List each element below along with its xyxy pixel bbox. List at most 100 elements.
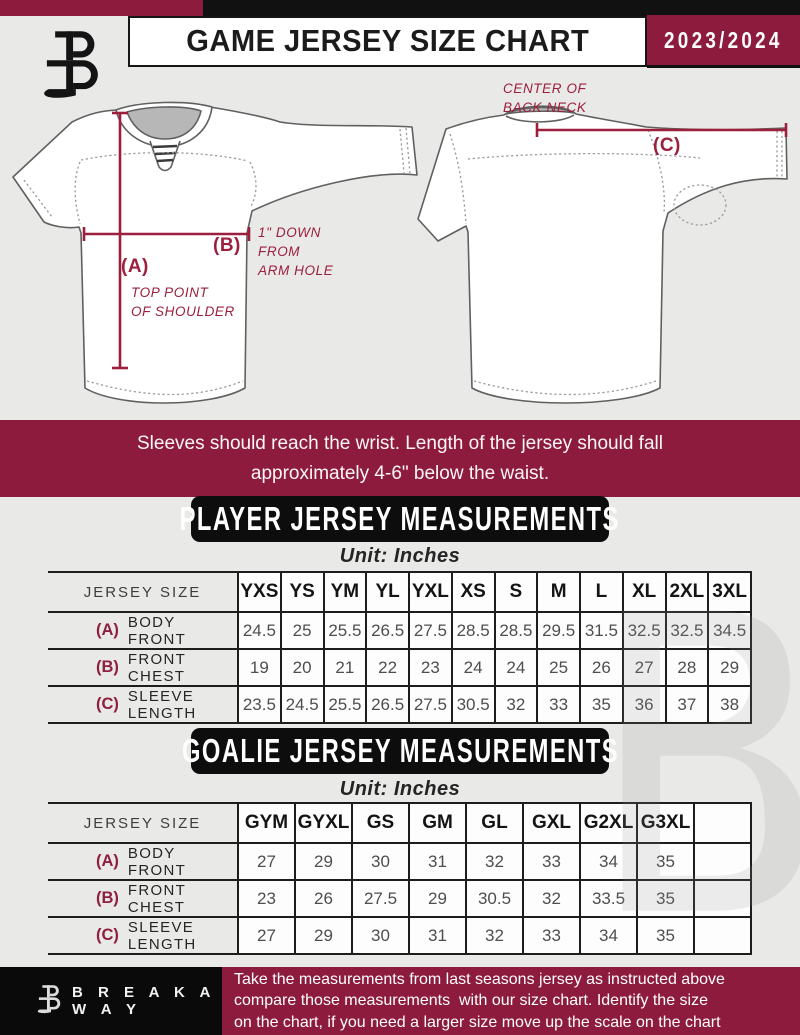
row-name: FRONT CHEST [127, 881, 186, 916]
goalie-size-header-cell: GS [351, 804, 408, 842]
player-body-front-row: (A) BODY FRONT 24.5 25 25.5 26.5 27.5 28.5 28.… [48, 613, 752, 650]
page-title: GAME JERSEY SIZE CHART [185, 24, 590, 58]
goalie-value-cell [693, 918, 752, 953]
goalie-value-cell: 31 [408, 844, 465, 879]
row-name: BODY FRONT [127, 613, 187, 648]
player-unit-label: Unit: Inches [339, 545, 461, 567]
row-key: (C) [96, 926, 119, 944]
page-title-box: GAME JERSEY SIZE CHART [128, 16, 647, 67]
goalie-size-header-cell: G3XL [636, 804, 693, 842]
brand-wordmark: B R E A K A W A Y [72, 984, 216, 1018]
goalie-value-cell: 30 [351, 844, 408, 879]
player-size-header-cell: YS [279, 573, 323, 611]
goalie-value-cell: 29 [294, 918, 351, 953]
player-value-cell: 29.5 [536, 613, 579, 648]
player-value-cell: 34.5 [707, 613, 752, 648]
season-badge: 2023/2024 [647, 15, 800, 68]
goalie-value-cell: 29 [408, 881, 465, 916]
top-strip-black [0, 0, 800, 16]
goalie-value-cell: 35 [636, 844, 693, 879]
goalie-value-cell: 27.5 [351, 881, 408, 916]
player-value-cell: 38 [707, 687, 752, 722]
goalie-value-cell: 30.5 [465, 881, 522, 916]
footer-line: compare those measurements with our size… [234, 992, 708, 1010]
goalie-value-cell: 33.5 [579, 881, 636, 916]
goalie-table-header-row: JERSEY SIZE GYM GYXL GS GM GL GXL G2XL G3XL [48, 804, 752, 844]
breakaway-logo-icon [40, 24, 102, 107]
season-label: 2023/2024 [664, 26, 783, 53]
goalie-value-cell: 33 [522, 844, 579, 879]
player-value-cell: 23 [408, 650, 451, 685]
player-value-cell: 36 [621, 687, 665, 722]
measure-a-note: TOP POINT OF SHOULDER [131, 285, 235, 319]
player-value-cell: 35 [579, 687, 622, 722]
player-value-cell: 28 [664, 650, 708, 685]
player-value-cell: 21 [322, 650, 366, 685]
goalie-size-header-cell: GM [408, 804, 465, 842]
player-size-header-cell: YXL [408, 573, 451, 611]
row-key: (B) [96, 889, 119, 907]
player-table-header-row: JERSEY SIZE YXS YS YM YL YXL XS S M L XL 2XL 3XL [48, 573, 752, 613]
goalie-body-front-row: (A) BODY FRONT 27 29 30 31 32 33 34 35 [48, 844, 752, 881]
player-value-cell: 25 [279, 613, 323, 648]
player-value-cell: 19 [237, 650, 280, 685]
player-size-header-cell: YL [365, 573, 408, 611]
goalie-size-table: JERSEY SIZE GYM GYXL GS GM GL GXL G2XL G3XL (A)… [48, 802, 752, 955]
player-value-cell: 37 [664, 687, 708, 722]
player-size-column-title: JERSEY SIZE [83, 583, 202, 601]
player-value-cell: 29 [707, 650, 752, 685]
player-value-cell: 24.5 [279, 687, 323, 722]
player-front-chest-row: (B) FRONT CHEST 19 20 21 22 23 24 24 25 26 27 28 29 [48, 650, 752, 687]
player-value-cell: 27.5 [408, 687, 451, 722]
player-size-header-cell: 2XL [664, 573, 708, 611]
top-strip-maroon [0, 0, 203, 16]
goalie-value-cell: 30 [351, 918, 408, 953]
goalie-value-cell: 31 [408, 918, 465, 953]
footer-brand-block: B R E A K A W A Y [0, 967, 222, 1035]
player-size-header-cell: XS [450, 573, 494, 611]
footer-line: on the chart, if you need a larger size … [234, 1013, 721, 1031]
fit-note-line2: approximately 4-6" below the waist. [250, 462, 550, 484]
player-size-header-cell: L [579, 573, 622, 611]
goalie-unit-label: Unit: Inches [339, 778, 461, 800]
row-name: SLEEVE LENGTH [127, 687, 197, 722]
player-value-cell: 32 [493, 687, 537, 722]
player-value-cell: 26.5 [365, 613, 408, 648]
player-value-cell: 31.5 [579, 613, 622, 648]
goalie-front-chest-row: (B) FRONT CHEST 23 26 27.5 29 30.5 32 33.5 35 [48, 881, 752, 918]
goalie-section-heading: GOALIE JERSEY MEASUREMENTS [181, 728, 617, 774]
player-value-cell: 20 [279, 650, 323, 685]
player-size-header-cell: S [493, 573, 537, 611]
goalie-value-cell: 27 [237, 918, 294, 953]
player-value-cell: 27 [621, 650, 665, 685]
player-value-cell: 23.5 [237, 687, 280, 722]
goalie-size-header-cell [693, 804, 752, 842]
goalie-size-header-cell: G2XL [579, 804, 636, 842]
measure-c-note: CENTER OF BACK NECK [503, 81, 587, 115]
row-name: BODY FRONT [127, 844, 187, 879]
player-value-cell: 28.5 [450, 613, 494, 648]
goalie-value-cell: 27 [237, 844, 294, 879]
player-value-cell: 26 [579, 650, 622, 685]
player-size-header-cell: YXS [237, 573, 280, 611]
goalie-value-cell: 34 [579, 844, 636, 879]
player-sleeve-length-row: (C) SLEEVE LENGTH 23.5 24.5 25.5 26.5 27.5 30… [48, 687, 752, 724]
player-value-cell: 22 [365, 650, 408, 685]
row-key: (A) [96, 852, 119, 870]
measure-c-label: (C) [653, 135, 681, 156]
row-key: (C) [96, 695, 119, 713]
measure-a-label: (A) [121, 256, 149, 277]
goalie-value-cell [693, 844, 752, 879]
player-section-heading: PLAYER JERSEY MEASUREMENTS [180, 496, 619, 542]
player-value-cell: 24 [493, 650, 537, 685]
goalie-value-cell: 26 [294, 881, 351, 916]
goalie-sleeve-length-row: (C) SLEEVE LENGTH 27 29 30 31 32 33 34 35 [48, 918, 752, 955]
player-size-header-cell: XL [621, 573, 665, 611]
player-value-cell: 28.5 [493, 613, 537, 648]
goalie-value-cell: 35 [636, 881, 693, 916]
player-value-cell: 30.5 [450, 687, 494, 722]
player-size-header-cell: M [536, 573, 579, 611]
goalie-size-column-title: JERSEY SIZE [83, 814, 202, 832]
goalie-value-cell: 32 [465, 918, 522, 953]
